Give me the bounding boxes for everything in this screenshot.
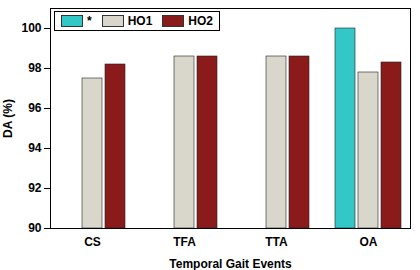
- svg-text:TTA: TTA: [265, 235, 288, 249]
- svg-text:OA: OA: [360, 235, 378, 249]
- svg-text:Temporal Gait Events: Temporal Gait Events: [169, 257, 292, 270]
- html-text:HO1: HO1: [127, 14, 153, 28]
- svg-text:90: 90: [28, 221, 42, 235]
- html-text:HO2: HO2: [188, 14, 213, 28]
- svg-text:TFA: TFA: [173, 235, 196, 249]
- svg-text:92: 92: [28, 181, 42, 195]
- svg-text:100: 100: [21, 21, 41, 35]
- svg-text:DA (%): DA (%): [1, 99, 15, 138]
- svg-text:98: 98: [28, 61, 42, 75]
- svg-text:CS: CS: [84, 235, 101, 249]
- svg-text:94: 94: [28, 141, 42, 155]
- svg-text:96: 96: [28, 101, 42, 115]
